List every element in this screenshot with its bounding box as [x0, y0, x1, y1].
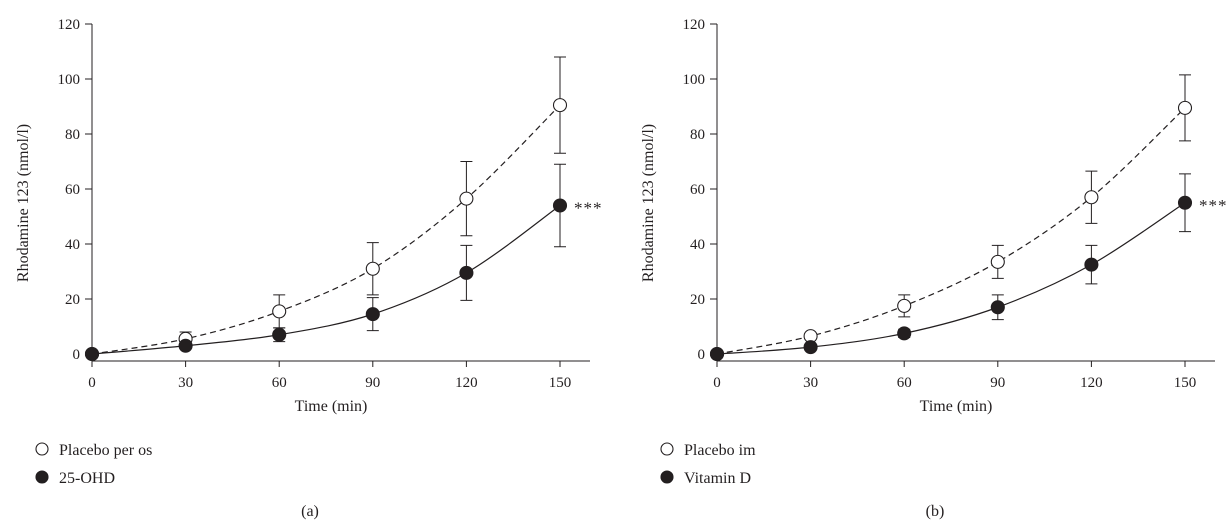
chart-b: 0 20 40 60 80 100 120 0 30 60 90 120 150 Time (min) Rh… — [640, 17, 1228, 520]
series-line-2 — [91, 205, 561, 355]
data-point — [990, 300, 1005, 315]
data-point — [897, 298, 912, 313]
series-line-1 — [716, 107, 1186, 355]
y-tick-label: 100 — [58, 72, 81, 88]
x-tick-label: 120 — [1080, 375, 1103, 391]
legend-marker-1 — [660, 442, 674, 456]
x-tick-label: 150 — [549, 375, 572, 391]
data-point — [459, 191, 474, 206]
data-point — [365, 261, 380, 276]
chart-panel-b: 0 20 40 60 80 100 120 0 30 60 90 120 150 Time (min) Rh… — [625, 0, 1232, 531]
data-point — [84, 346, 100, 362]
x-tick-label: 90 — [365, 375, 380, 391]
data-point — [897, 326, 912, 341]
x-tick-label: 0 — [713, 375, 721, 391]
data-point — [1177, 100, 1193, 115]
y-tick-label: 0 — [73, 347, 81, 363]
data-point — [272, 327, 287, 342]
data-point — [552, 98, 568, 113]
panel-label: (b) — [926, 503, 945, 520]
data-point — [178, 338, 193, 353]
legend-marker-1 — [35, 442, 49, 456]
x-tick-label: 90 — [990, 375, 1005, 391]
data-point — [272, 304, 287, 319]
significance-annotation: *** — [574, 199, 603, 218]
x-axis-title: Time (min) — [295, 398, 368, 415]
y-tick-label: 60 — [690, 182, 705, 198]
y-axis-title: Rhodamine 123 (nmol/l) — [640, 124, 657, 282]
x-axis-title: Time (min) — [920, 398, 993, 415]
legend-label-2: 25-OHD — [59, 470, 115, 487]
data-point — [1084, 190, 1099, 205]
x-tick-label: 30 — [178, 375, 193, 391]
data-point — [552, 198, 568, 213]
x-tick-label: 30 — [803, 375, 818, 391]
y-axis-title: Rhodamine 123 (nmol/l) — [15, 124, 32, 282]
x-tick-label: 60 — [897, 375, 912, 391]
x-tick-label: 150 — [1174, 375, 1197, 391]
y-tick-label: 120 — [58, 17, 81, 33]
y-tick-label: 40 — [65, 237, 80, 253]
data-point — [709, 346, 725, 362]
chart-a: 0 20 40 60 80 100 120 0 30 60 90 120 150 Time (min) Rh… — [15, 17, 603, 520]
y-tick-label: 20 — [65, 292, 80, 308]
legend-label-1: Placebo per os — [59, 442, 152, 459]
series-line-1 — [91, 104, 561, 355]
data-point — [365, 307, 380, 322]
data-point — [1084, 257, 1099, 272]
y-tick-label: 80 — [65, 127, 80, 143]
legend-marker-2 — [35, 470, 49, 484]
y-tick-label: 20 — [690, 292, 705, 308]
y-tick-label: 100 — [683, 72, 706, 88]
legend-label-2: Vitamin D — [684, 470, 751, 487]
y-tick-label: 120 — [683, 17, 706, 33]
y-tick-label: 40 — [690, 237, 705, 253]
y-tick-label: 60 — [65, 182, 80, 198]
series-line-2 — [716, 202, 1186, 355]
chart-panel-a: 0 20 40 60 80 100 120 0 30 60 90 120 150 Time (min) Rh… — [0, 0, 607, 531]
panel-label: (a) — [301, 503, 319, 520]
data-point — [1177, 195, 1193, 210]
x-tick-label: 60 — [272, 375, 287, 391]
data-point — [803, 340, 818, 355]
legend-label-1: Placebo im — [684, 442, 756, 459]
y-tick-label: 80 — [690, 127, 705, 143]
x-tick-label: 0 — [88, 375, 96, 391]
significance-annotation: *** — [1199, 196, 1228, 215]
x-tick-label: 120 — [455, 375, 478, 391]
data-point — [990, 254, 1005, 269]
legend-marker-2 — [660, 470, 674, 484]
y-tick-label: 0 — [698, 347, 706, 363]
data-point — [459, 265, 474, 280]
